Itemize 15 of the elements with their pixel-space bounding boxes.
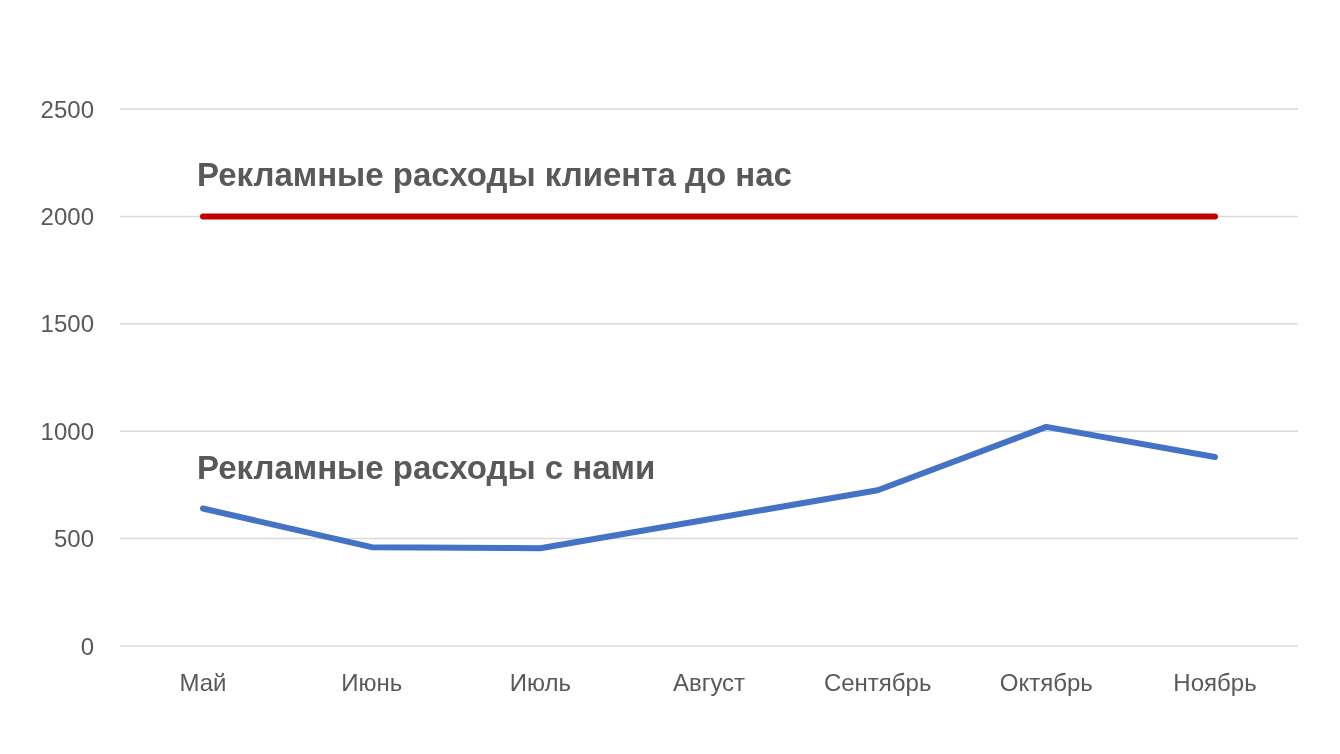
y-tick-label: 0 [80, 632, 94, 660]
x-tick-label: Май [179, 669, 227, 697]
series-label: Рекламные расходы с нами [197, 448, 656, 486]
x-tick-label: Сентябрь [823, 669, 932, 697]
x-tick-label: Июнь [341, 669, 403, 697]
x-tick-label: Август [672, 669, 746, 697]
x-tick-label: Октябрь [999, 669, 1093, 697]
y-tick-label: 2000 [40, 202, 94, 230]
x-tick-label: Июль [509, 669, 571, 697]
y-tick-label: 1000 [40, 417, 94, 445]
series-label: Рекламные расходы клиента до нас [197, 156, 792, 194]
y-tick-label: 1500 [40, 310, 94, 338]
y-tick-label: 500 [53, 525, 94, 553]
x-tick-label: Ноябрь [1173, 669, 1257, 697]
y-tick-label: 2500 [40, 95, 94, 123]
